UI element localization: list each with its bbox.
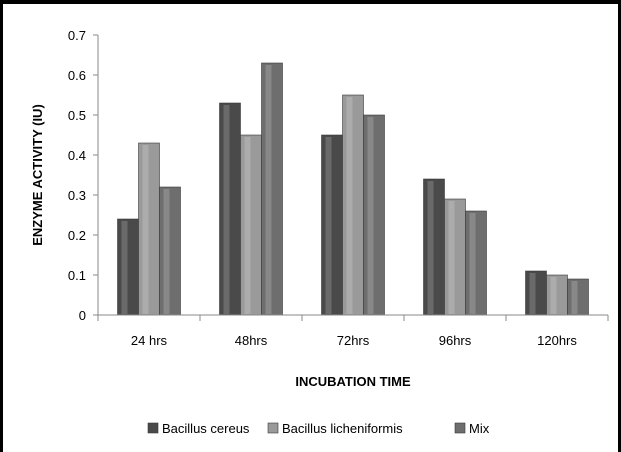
legend-swatch [147,422,159,434]
bar-highlight [367,117,374,314]
x-tick-label: 48hrs [235,333,268,348]
y-tick-label: 0.7 [68,28,86,43]
y-tick-label: 0.3 [68,188,86,203]
bar [567,278,589,316]
bar [342,94,364,316]
bars [117,62,589,316]
bar-highlight [448,201,455,314]
bar [159,186,181,316]
y-axis-ticks: 0 0.1 0.2 0.3 0.4 0.5 0.6 0.7 [68,28,98,323]
bar [321,134,343,316]
bar-highlight [550,277,557,314]
bar-highlight [469,213,476,314]
legend-label: Bacillus licheniformis [282,421,403,436]
x-axis-ticks: 24 hrs 48hrs 72hrs 96hrs 120hrs [97,315,609,348]
bar [219,102,241,316]
bar-highlight [121,221,128,314]
x-tick-label: 72hrs [337,333,370,348]
bar-highlight [529,273,536,314]
legend: Bacillus cereus Bacillus licheniformis Mix [147,421,490,436]
bar-highlight [142,145,149,314]
y-tick-label: 0.5 [68,108,86,123]
x-tick-label: 96hrs [439,333,472,348]
bar-highlight [244,137,251,314]
y-tick-label: 0.2 [68,228,86,243]
legend-swatch [454,422,466,434]
bar [465,210,487,316]
bar [117,218,139,316]
bar [423,178,445,316]
bar-highlight [265,65,272,314]
bar-highlight [346,97,353,314]
axes [97,35,608,316]
x-axis-title: INCUBATION TIME [295,374,411,389]
bar [261,62,283,316]
bar [525,270,547,316]
bar [240,134,262,316]
bar-highlight [427,181,434,314]
y-tick-label: 0 [79,308,86,323]
bar [138,142,160,316]
bar-highlight [325,137,332,314]
y-tick-label: 0.1 [68,268,86,283]
y-axis-title: ENZYME ACTIVITY (IU) [30,104,45,246]
bar-highlight [163,189,170,314]
bar-highlight [571,281,578,314]
bar [444,198,466,316]
legend-label: Mix [469,421,490,436]
x-tick-label: 120hrs [537,333,577,348]
y-tick-label: 0.6 [68,68,86,83]
legend-label: Bacillus cereus [162,421,250,436]
x-tick-label: 24 hrs [131,333,168,348]
bar [546,274,568,316]
bar-highlight [223,105,230,314]
legend-swatch [267,422,279,434]
y-tick-label: 0.4 [68,148,86,163]
bar [363,114,385,316]
